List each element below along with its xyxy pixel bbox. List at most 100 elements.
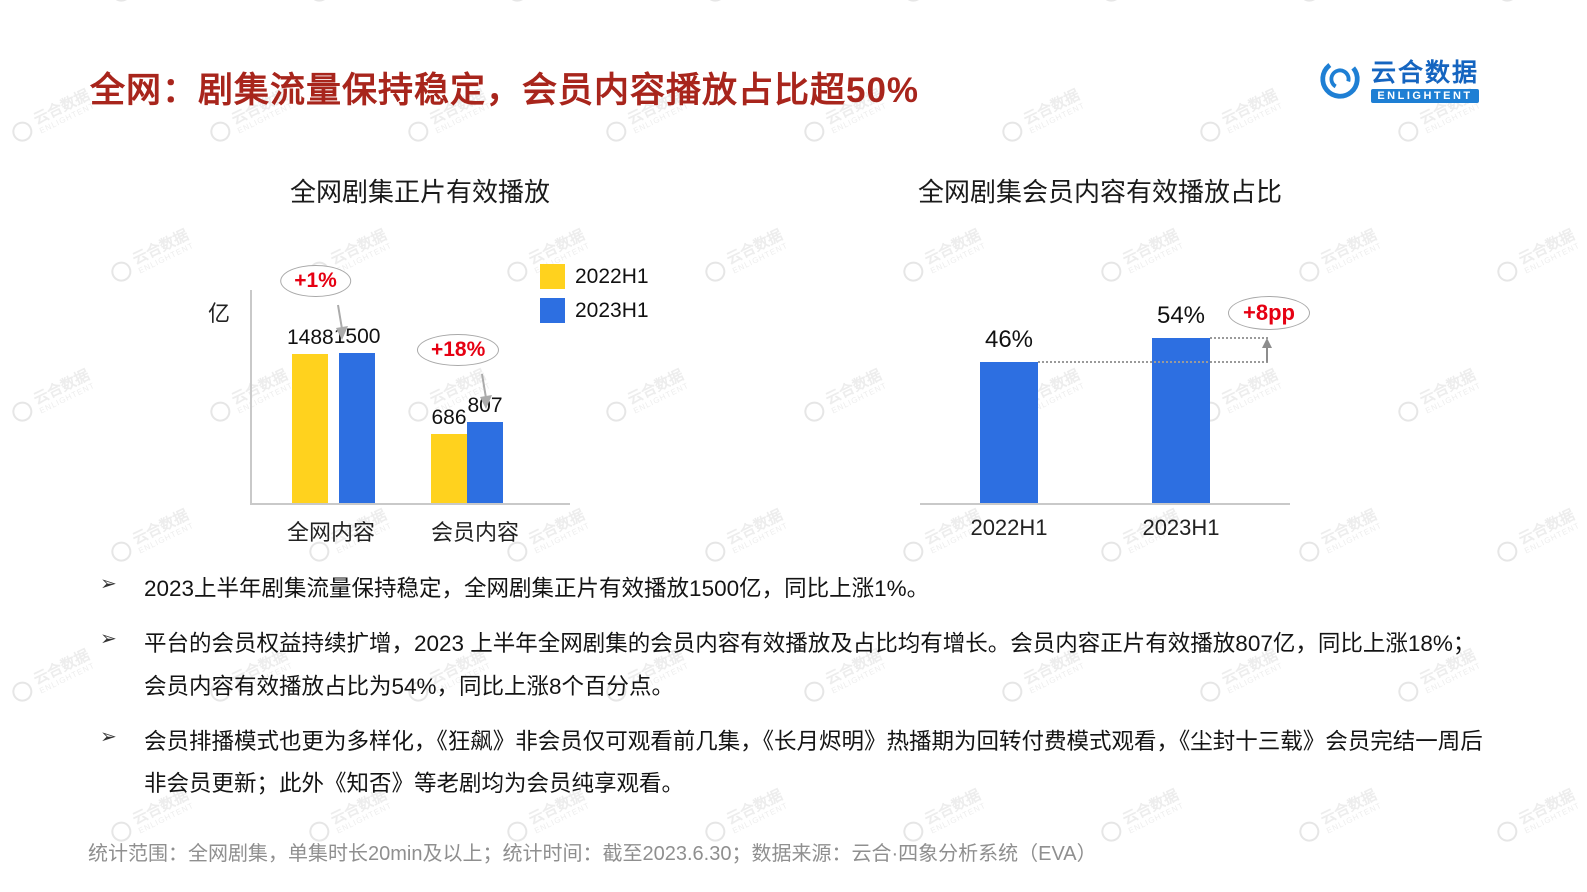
- chart-right-plot-area: 46% 2022H1 54% 2023H1 +8pp: [920, 290, 1310, 540]
- watermark-logo-icon: [503, 0, 531, 6]
- page-title: 全网：剧集流量保持稳定，会员内容播放占比超50%: [90, 71, 920, 110]
- key-findings-list: ➢ 2023上半年剧集流量保持稳定，全网剧集正片有效播放1500亿，同比上涨1%。…: [100, 568, 1492, 818]
- watermark-logo-icon: [206, 118, 234, 146]
- bar-2022H1: [431, 434, 467, 503]
- chart-legend: 2022H1 2023H1: [540, 264, 649, 323]
- watermark-text-cn: 云合数据: [823, 366, 885, 409]
- bullet-text: 2023上半年剧集流量保持稳定，全网剧集正片有效播放1500亿，同比上涨1%。: [144, 576, 930, 601]
- watermark-logo-icon: [1295, 818, 1323, 846]
- bar-column: 1488: [287, 326, 334, 503]
- legend-swatch-icon: [540, 298, 565, 323]
- bar-group: 1488 1500 +1% 全网内容: [280, 265, 380, 545]
- watermark-text-cn: 云合数据: [31, 366, 93, 409]
- bar-2023H1: [339, 353, 376, 503]
- legend-item-2022H1: 2022H1: [540, 264, 649, 289]
- logo-name-cn: 云合数据: [1370, 58, 1479, 87]
- watermark-logo-icon: [1097, 0, 1125, 6]
- y-axis-unit-label: 亿: [208, 301, 231, 326]
- growth-annotation: +18%: [416, 334, 500, 367]
- watermark-text-cn: 云合数据: [130, 506, 192, 549]
- bullet-text: 会员排播模式也更为多样化，《狂飙》非会员仅可观看前几集，《长月烬明》热播期为回转…: [144, 728, 1483, 797]
- bar-pair: 686807: [431, 394, 505, 503]
- footer-note: 统计范围：全网剧集，单集时长20min及以上；统计时间：截至2023.6.30；…: [88, 843, 1097, 865]
- bar-2022H1: [292, 354, 329, 503]
- bar-column: 1500: [334, 325, 380, 503]
- legend-label: 2023H1: [575, 298, 649, 322]
- watermark-text-en: ENLIGHTENT: [37, 660, 97, 696]
- watermark-logo-icon: [1493, 818, 1521, 846]
- watermark-text-en: ENLIGHTENT: [1225, 100, 1285, 136]
- enlightent-logo-text: 云合数据 ENLIGHTENT: [1370, 58, 1479, 104]
- watermark-logo-icon: [1097, 818, 1125, 846]
- watermark-text: 云合数据 ENLIGHTENT: [31, 366, 97, 416]
- watermark-text-en: ENLIGHTENT: [1522, 240, 1582, 276]
- watermark-logo-icon: [1394, 118, 1422, 146]
- chart-vip-share: 全网剧集会员内容有效播放占比 46% 2022H1 54% 2023H1 +8pp: [880, 172, 1400, 572]
- watermark-text: 云合数据 ENLIGHTENT: [1219, 86, 1285, 136]
- watermark-text-cn: 云合数据: [1219, 86, 1281, 129]
- watermark-logo-icon: [998, 118, 1026, 146]
- watermark-text-en: ENLIGHTENT: [37, 380, 97, 416]
- bar-value-label: 46%: [984, 326, 1034, 354]
- vip-share-bar: [1152, 338, 1210, 503]
- watermark-text-cn: 云合数据: [130, 226, 192, 269]
- watermark-logo-icon: [800, 398, 828, 426]
- bar-column: 686: [431, 406, 467, 503]
- watermark-logo-icon: [800, 118, 828, 146]
- dotted-guide-line-high: [1210, 337, 1268, 339]
- bar-column: 807: [467, 394, 503, 503]
- bar-2023H1: [467, 422, 503, 503]
- bullet-arrow-icon: ➢: [100, 725, 117, 748]
- watermark-logo-icon: [107, 538, 135, 566]
- dotted-guide-line-low: [1038, 361, 1268, 364]
- watermark-text-en: ENLIGHTENT: [1027, 100, 1087, 136]
- bullet-item-2: ➢ 平台的会员权益持续扩增，2023 上半年全网剧集的会员内容有效播放及占比均有增…: [100, 623, 1492, 708]
- watermark-text: 云合数据 ENLIGHTENT: [1516, 786, 1581, 836]
- watermark-text: 云合数据 ENLIGHTENT: [1516, 226, 1582, 276]
- chart-total-playback: 全网剧集正片有效播放 亿 2022H1 2023H1 1488 1500 +1% 全网内…: [200, 172, 800, 572]
- watermark-text: 云合数据 ENLIGHTENT: [1516, 507, 1581, 556]
- watermark-text-cn: 云合数据: [1516, 786, 1578, 829]
- bar-value-label: 1488: [287, 326, 334, 350]
- watermark-text-cn: 云合数据: [31, 86, 93, 129]
- watermark-logo-icon: [1493, 258, 1521, 286]
- watermark-text: 云合数据 ENLIGHTENT: [31, 647, 97, 696]
- chart-left-title: 全网剧集正片有效播放: [289, 177, 550, 207]
- category-label: 会员内容: [431, 520, 520, 545]
- watermark-text-cn: 云合数据: [1417, 366, 1479, 409]
- watermark-text-en: ENLIGHTENT: [37, 100, 97, 136]
- bullet-arrow-icon: ➢: [100, 628, 117, 651]
- watermark-text-en: ENLIGHTENT: [136, 520, 196, 556]
- legend-swatch-icon: [540, 264, 565, 289]
- watermark-logo-icon: [404, 118, 432, 146]
- enlightent-logo: 云合数据 ENLIGHTENT: [1317, 56, 1479, 107]
- category-label: 2022H1: [970, 515, 1048, 540]
- annotation-arrow-icon: [331, 303, 351, 343]
- watermark-logo-icon: [8, 678, 36, 706]
- growth-annotation: +1%: [280, 265, 351, 297]
- watermark-text-cn: 云合数据: [1516, 226, 1578, 269]
- bar-value-label: 54%: [1156, 302, 1206, 329]
- delta-arrow-icon: [1260, 338, 1274, 363]
- bullet-item-1: ➢ 2023上半年剧集流量保持稳定，全网剧集正片有效播放1500亿，同比上涨1%。: [100, 568, 1492, 610]
